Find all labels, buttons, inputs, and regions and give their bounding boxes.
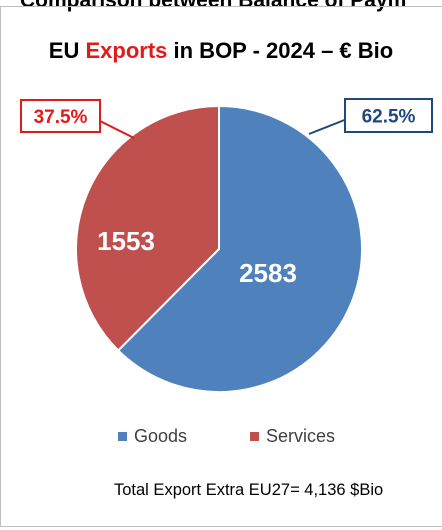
title-accent: Exports — [85, 38, 168, 63]
value-label-services: 1553 — [97, 226, 155, 256]
pie-slice-goods — [116, 104, 363, 393]
callout-leader-services — [97, 119, 135, 139]
legend-label-goods: Goods — [134, 426, 188, 446]
callout-box-services — [20, 99, 101, 133]
title-suffix: in BOP - 2024 – € Bio — [167, 38, 394, 63]
percent-label-goods: 62.5% — [362, 107, 416, 128]
chart-title: EU Exports in BOP - 2024 – € Bio — [0, 38, 442, 64]
legend-swatch-services — [250, 432, 259, 441]
legend-label-services: Services — [266, 426, 336, 446]
pie-slice-services — [75, 104, 220, 352]
callout-box-goods — [344, 98, 433, 133]
legend-item-services: Services — [250, 426, 335, 447]
legend-item-goods: Goods — [118, 426, 187, 447]
value-label-goods: 2583 — [239, 258, 297, 288]
callout-leader-goods — [308, 118, 348, 135]
percent-label-services: 37.5% — [34, 107, 88, 128]
total-export-note: Total Export Extra EU27= 4,136 $Bio — [114, 481, 384, 499]
chart-frame — [0, 6, 442, 527]
legend-swatch-goods — [118, 432, 127, 441]
title-prefix: EU — [48, 38, 86, 63]
